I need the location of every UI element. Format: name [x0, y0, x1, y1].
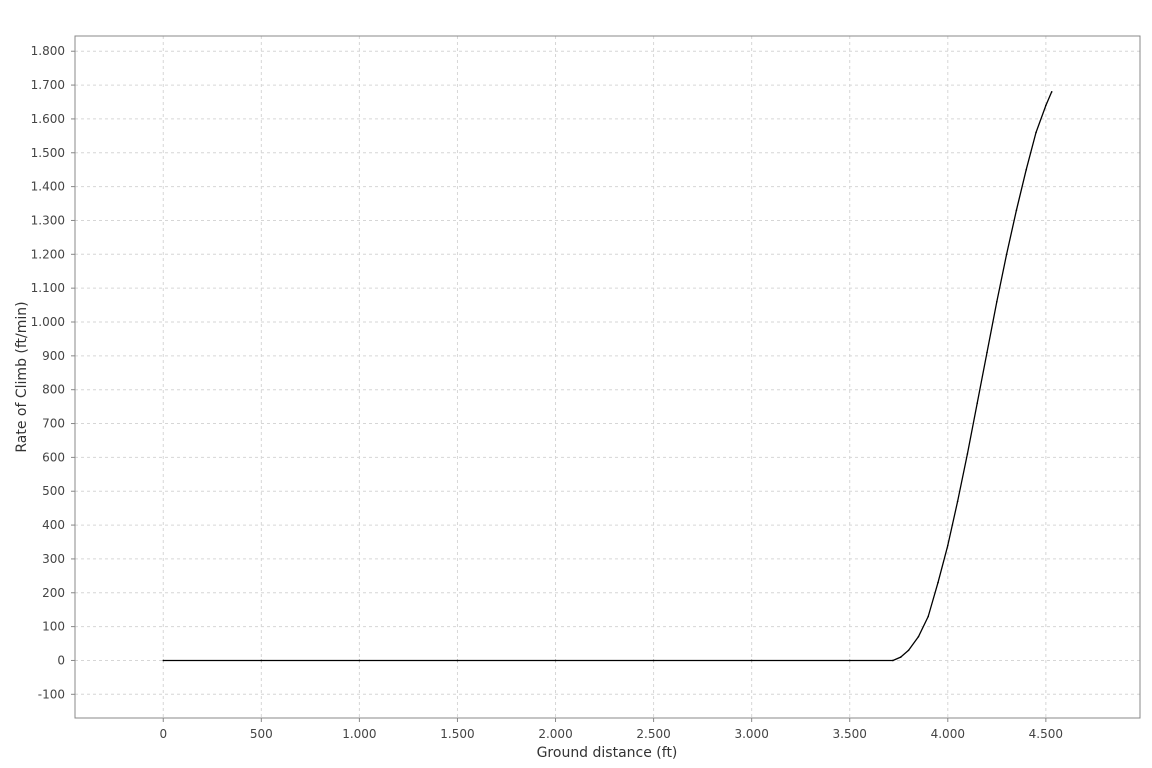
series-point	[1025, 168, 1028, 171]
series-point	[986, 351, 988, 354]
plot-frame	[74, 35, 1141, 719]
series-point	[937, 581, 939, 584]
series-point	[946, 544, 949, 547]
series-point	[848, 659, 851, 662]
y-tick-label: 400	[42, 518, 65, 532]
y-tick-label: 500	[42, 484, 65, 498]
y-tick-label: 1.200	[31, 247, 65, 261]
y-tick-label: 0	[57, 653, 65, 667]
series-point	[456, 659, 459, 662]
x-tick-label: 1.500	[440, 727, 474, 741]
y-tick-label: 1.000	[31, 315, 65, 329]
series-point	[1015, 209, 1018, 212]
x-tick-label: 500	[250, 727, 273, 741]
series-point	[996, 300, 998, 303]
x-axis-title: Ground distance (ft)	[537, 745, 678, 761]
y-tick-label: 700	[42, 417, 65, 431]
series-point	[976, 402, 979, 405]
y-tick-label: 100	[42, 620, 65, 634]
y-tick-label: 1.600	[31, 112, 65, 126]
series-point	[907, 649, 910, 652]
y-tick-label: 1.500	[31, 146, 65, 160]
x-tick-label: 4.000	[931, 727, 965, 741]
series-point	[260, 659, 263, 662]
plot-background	[75, 36, 1140, 718]
series-point	[966, 453, 969, 455]
y-tick-label: 300	[42, 552, 65, 566]
series-point	[554, 659, 557, 662]
x-tick-label: 3.500	[833, 727, 867, 741]
series-point	[750, 659, 753, 662]
y-axis-ticks: -100 0 100 200 300 400 500 600 700 800 900 1.000 1.1…	[31, 44, 75, 701]
x-tick-label: 1.000	[342, 727, 376, 741]
x-tick-label: 2.500	[636, 727, 670, 741]
y-tick-label: 800	[42, 383, 65, 397]
series-point	[652, 659, 655, 662]
series-point	[358, 659, 361, 662]
series-point	[1005, 253, 1008, 256]
y-tick-label: 1.800	[31, 44, 65, 58]
series-point	[1050, 91, 1053, 93]
series-point	[1045, 104, 1047, 107]
y-axis-title: Rate of Climb (ft/min)	[14, 301, 30, 452]
y-tick-label: 1.700	[31, 78, 65, 92]
series-layer	[162, 91, 1053, 662]
series-point	[892, 659, 894, 662]
x-tick-label: 3.000	[734, 727, 768, 741]
series-point	[899, 656, 902, 658]
series-point	[927, 615, 929, 618]
x-tick-label: 2.000	[538, 727, 572, 741]
series-point	[956, 500, 959, 503]
y-tick-label: 600	[42, 450, 65, 464]
y-tick-label: 1.100	[31, 281, 65, 295]
y-tick-label: 900	[42, 349, 65, 363]
y-tick-label: -100	[38, 687, 65, 701]
series-line	[163, 91, 1053, 662]
series-point	[917, 635, 920, 638]
x-tick-label: 4.500	[1029, 727, 1063, 741]
series-point	[1035, 131, 1037, 134]
y-tick-label: 200	[42, 586, 65, 600]
y-tick-label: 1.300	[31, 213, 65, 227]
x-tick-label: 0	[159, 727, 167, 741]
y-tick-label: 1.400	[31, 180, 65, 194]
series-point	[162, 659, 165, 662]
x-axis-ticks: 0 500 1.000 1.500 2.000 2.500 3.000 3.500 4.000 4…	[159, 718, 1063, 741]
